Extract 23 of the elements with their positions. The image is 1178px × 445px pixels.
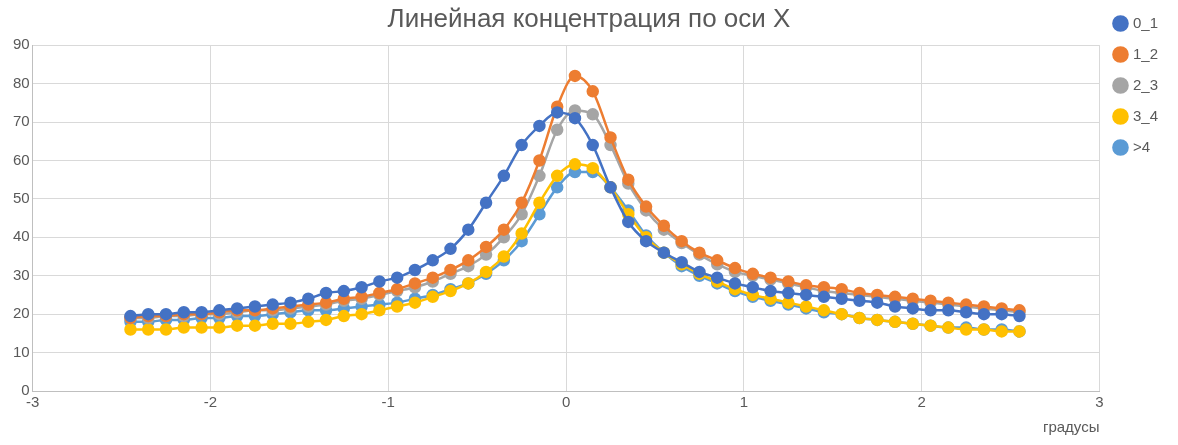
y-tick-label: 70 (13, 112, 30, 130)
x-tick-label: -2 (203, 393, 218, 411)
x-tick-label: 3 (1095, 393, 1104, 411)
legend-label: 2_3 (1132, 75, 1158, 93)
x-tick-label: 2 (917, 393, 926, 411)
y-tick-label: 0 (21, 381, 30, 399)
legend-label: 1_2 (1132, 44, 1158, 62)
x-tick-label: 1 (739, 393, 749, 411)
y-tick-label: 90 (13, 35, 30, 53)
legend-label: 0_1 (1132, 13, 1158, 31)
y-tick-label: 50 (13, 189, 30, 207)
x-tick-label: -1 (381, 393, 395, 411)
x-tick-label: 0 (561, 393, 571, 411)
y-tick-label: 20 (13, 304, 30, 322)
chart-title: Линейная концентрация по оси X (387, 2, 791, 33)
y-tick-label: 30 (13, 265, 30, 283)
x-axis-title: градусы (1042, 418, 1100, 436)
y-tick-label: 60 (13, 150, 30, 168)
y-tick-label: 10 (13, 342, 30, 360)
legend-label: 3_4 (1132, 106, 1158, 124)
y-tick-label: 40 (13, 227, 30, 245)
legend-label: >4 (1132, 137, 1151, 155)
y-tick-label: 80 (13, 73, 30, 91)
